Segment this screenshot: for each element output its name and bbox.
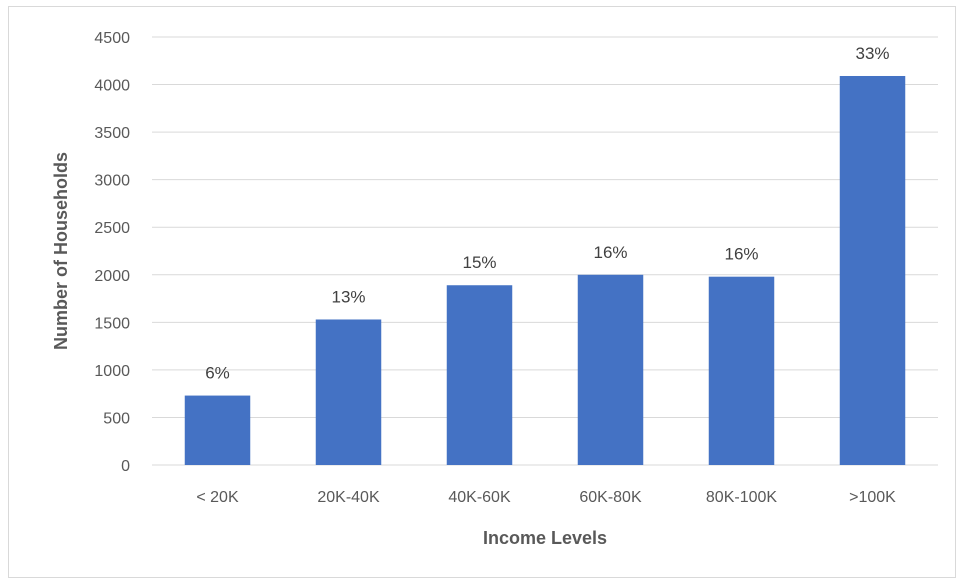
data-label: 15%: [462, 253, 496, 272]
bar: [446, 285, 513, 465]
bars: [184, 75, 906, 466]
data-label: 6%: [205, 364, 230, 383]
y-tick-label: 3500: [94, 125, 130, 142]
y-tick-label: 2000: [94, 268, 130, 285]
y-tick-label: 500: [103, 410, 130, 427]
x-tick-label: < 20K: [196, 489, 239, 506]
gridlines: [152, 36, 938, 466]
bar: [839, 75, 906, 466]
x-tick-label: 60K-80K: [579, 489, 642, 506]
data-labels: 6% 13% 15% 16% 16% 33%: [205, 44, 889, 383]
y-tick-label: 2500: [94, 220, 130, 237]
y-tick-label: 0: [121, 458, 130, 475]
x-tick-label: 40K-60K: [448, 489, 511, 506]
x-tick-label: 80K-100K: [706, 489, 777, 506]
y-tick-label: 1000: [94, 363, 130, 380]
bar: [315, 319, 382, 465]
x-axis-title: Income Levels: [483, 528, 607, 548]
bar: [184, 395, 251, 465]
y-tick-label: 4500: [94, 30, 130, 47]
x-tick-label: 20K-40K: [317, 489, 380, 506]
x-tick-label: >100K: [849, 489, 896, 506]
data-label: 33%: [855, 44, 889, 63]
data-label: 16%: [593, 243, 627, 262]
data-label: 16%: [724, 245, 758, 264]
data-label: 13%: [331, 287, 365, 306]
y-tick-label: 1500: [94, 315, 130, 332]
y-tick-label: 3000: [94, 173, 130, 190]
bar: [708, 276, 775, 465]
y-tick-label: 4000: [94, 78, 130, 95]
y-axis-title: Number of Households: [51, 152, 71, 350]
bar: [577, 274, 644, 465]
y-axis-ticks: 0 500 1000 1500 2000 2500 3000 3500 4000 4500: [94, 30, 130, 475]
x-axis-ticks: < 20K 20K-40K 40K-60K 60K-80K 80K-100K >100K: [196, 489, 896, 506]
